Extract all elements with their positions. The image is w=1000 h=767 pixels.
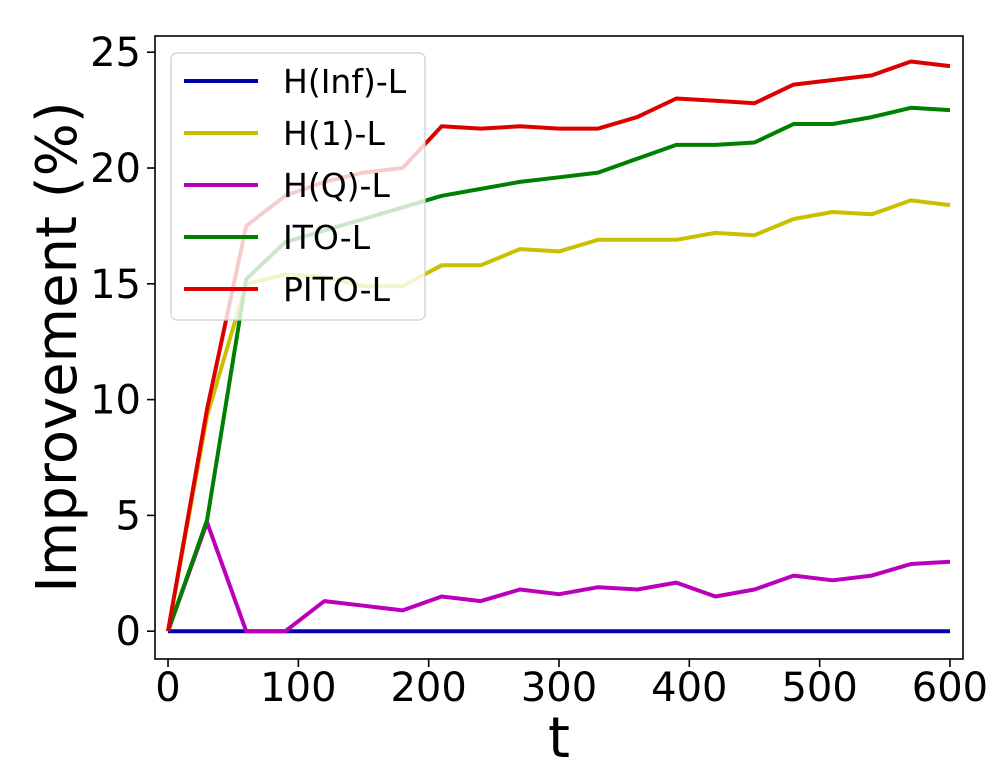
x-tick-label: 400	[651, 665, 727, 711]
legend-label-h-1-l: H(1)-L	[283, 114, 385, 153]
y-tick-label: 25	[90, 30, 141, 76]
legend-label-pito-l: PITO-L	[283, 270, 391, 309]
x-tick-label: 600	[912, 665, 988, 711]
x-tick-label: 200	[390, 665, 466, 711]
y-axis-label: Improvement (%)	[25, 101, 90, 592]
series-line-h-q-l	[166, 520, 951, 634]
y-tick-label: 0	[116, 609, 141, 655]
y-axis: 0 5 10 15 20 25	[90, 30, 155, 655]
legend-box	[170, 52, 426, 321]
legend-entries: H(Inf)-L H(1)-L H(Q)-L ITO-L PITO-L	[184, 62, 407, 309]
legend-label-h-q-l: H(Q)-L	[283, 166, 390, 205]
x-tick-label: 100	[260, 665, 336, 711]
y-tick-label: 10	[90, 378, 141, 424]
y-tick-label: 15	[90, 262, 141, 308]
y-tick-label: 5	[116, 493, 141, 539]
legend: H(Inf)-L H(1)-L H(Q)-L ITO-L PITO-L	[170, 52, 426, 321]
x-axis-label: t	[548, 706, 570, 767]
x-tick-label: 0	[155, 665, 180, 711]
legend-label-h-inf-l: H(Inf)-L	[283, 62, 407, 101]
x-tick-label: 300	[521, 665, 597, 711]
x-tick-label: 500	[781, 665, 857, 711]
legend-label-ito-l: ITO-L	[283, 218, 371, 257]
y-tick-label: 20	[90, 146, 141, 192]
x-axis: 0 100 200 300 400 500 600	[155, 659, 988, 711]
